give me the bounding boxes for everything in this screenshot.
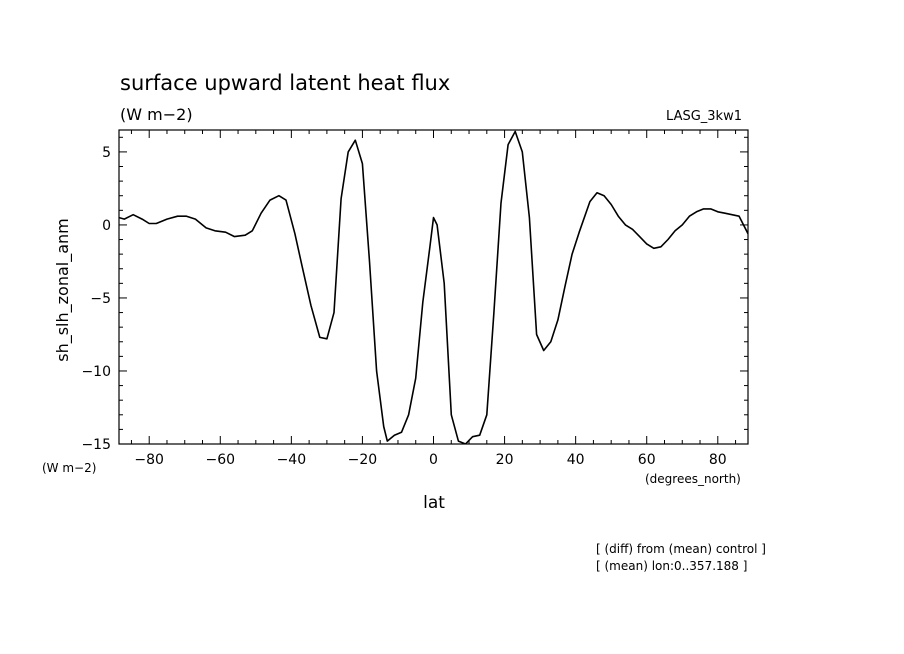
plot-frame <box>118 129 749 445</box>
footnote-mean: [ (mean) lon:0..357.188 ] <box>596 559 747 573</box>
x-axis: −80 −60 −40 −20 0 20 40 60 80 <box>130 130 737 468</box>
x-axis-label: lat <box>423 493 445 513</box>
model-label: LASG_3kw1 <box>666 109 742 124</box>
y-tick-label: −15 <box>81 437 111 453</box>
x-axis-units: (degrees_north) <box>645 472 741 486</box>
x-tick-label: 0 <box>429 452 438 468</box>
y-tick-label: 0 <box>102 218 111 234</box>
y-axis-label: sh_slh_zonal_anm <box>53 218 73 362</box>
x-tick-label: 40 <box>567 452 585 468</box>
x-tick-label: −20 <box>348 452 378 468</box>
footnote-diff: [ (diff) from (mean) control ] <box>596 542 766 556</box>
title-units: (W m−2) <box>120 105 193 124</box>
y-tick-label: −5 <box>90 291 111 307</box>
chart-title: surface upward latent heat flux <box>120 71 450 95</box>
x-tick-label: 80 <box>709 452 727 468</box>
y-tick-label: 5 <box>102 145 111 161</box>
x-tick-label: −80 <box>134 452 164 468</box>
plot-area <box>118 129 749 445</box>
y-tick-label: −10 <box>81 364 111 380</box>
series-line <box>119 130 748 444</box>
y-axis: −15 −10 −5 0 5 <box>81 136 748 453</box>
x-tick-label: 60 <box>638 452 656 468</box>
x-tick-label: −40 <box>277 452 307 468</box>
y-axis-units: (W m−2) <box>42 461 96 475</box>
x-tick-label: −60 <box>206 452 236 468</box>
x-tick-label: 20 <box>496 452 514 468</box>
